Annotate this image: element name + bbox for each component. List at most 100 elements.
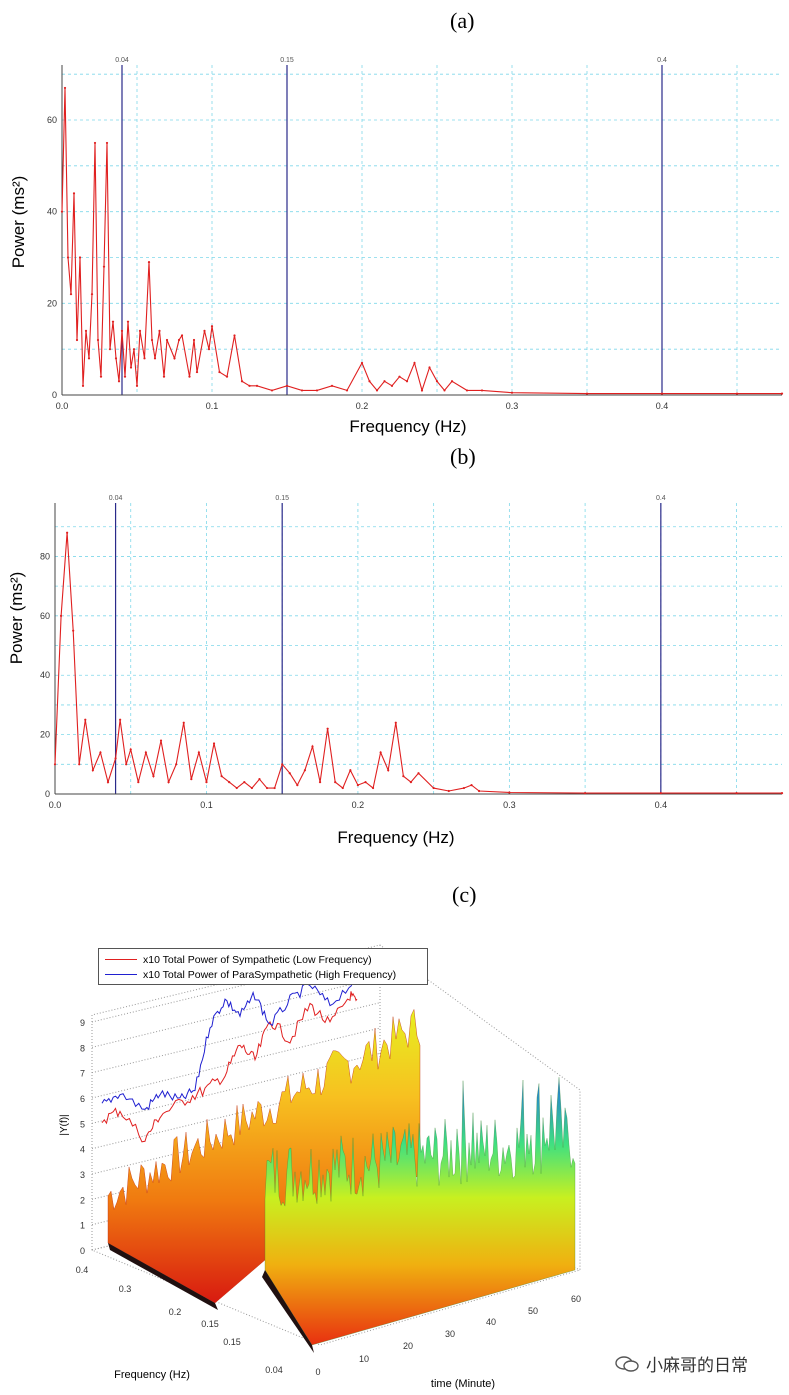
data-point (432, 786, 435, 790)
data-point (207, 348, 211, 351)
data-point (447, 789, 450, 793)
data-point (180, 334, 184, 337)
y-tick-label: 20 (47, 298, 57, 308)
data-point (96, 338, 100, 342)
data-point (75, 338, 79, 342)
freq-tick-label: 0.3 (119, 1284, 132, 1294)
data-point (66, 256, 70, 259)
data-point (273, 786, 276, 790)
data-point (383, 380, 386, 383)
data-point (326, 727, 329, 730)
data-point (59, 614, 63, 617)
power-series-line (54, 532, 782, 794)
data-point (138, 329, 142, 332)
data-point (443, 389, 446, 392)
data-point (450, 380, 454, 383)
data-point (349, 769, 352, 772)
data-point (398, 375, 401, 378)
data-point (480, 389, 484, 392)
data-point (106, 781, 110, 784)
data-point (477, 789, 481, 793)
data-point (780, 792, 784, 795)
data-point (210, 325, 214, 328)
data-point (99, 751, 102, 754)
data-point (159, 739, 163, 742)
data-point (225, 375, 229, 378)
time-tick-label: 0 (315, 1367, 320, 1377)
data-point (72, 629, 75, 632)
data-point (296, 783, 299, 787)
z-grid-line (91, 976, 381, 1048)
data-point (84, 329, 88, 332)
band-label: 0.04 (109, 495, 123, 502)
data-point (243, 781, 246, 784)
data-point (173, 357, 176, 360)
x-tick-label: 0.4 (655, 800, 668, 810)
watermark: 小麻哥的日常 (614, 1351, 748, 1376)
panel-c-label: (c) (452, 882, 477, 907)
data-point (125, 763, 128, 766)
data-point (105, 141, 109, 145)
data-point (233, 334, 236, 337)
z-tick-label: 4 (80, 1145, 85, 1155)
data-point (250, 786, 253, 790)
data-point (402, 775, 405, 778)
data-point (143, 357, 146, 360)
legend-label-sympathetic: x10 Total Power of Sympathetic (Low Freq… (143, 953, 372, 966)
data-point (288, 772, 291, 775)
data-point (345, 389, 349, 392)
time-tick-label: 20 (403, 1341, 413, 1351)
data-point (420, 389, 424, 392)
data-point (255, 384, 259, 387)
time-tick-label: 40 (486, 1317, 496, 1327)
data-point (228, 781, 231, 784)
y-tick-label: 40 (47, 207, 57, 217)
data-point (379, 751, 382, 754)
data-point (123, 375, 127, 378)
data-point (84, 718, 87, 721)
legend-label-parasympathetic: x10 Total Power of ParaSympathetic (High… (143, 968, 397, 981)
data-point (285, 384, 289, 387)
band-label: 0.15 (275, 495, 289, 502)
chart-b-ylabel: Power (ms²) (7, 572, 26, 665)
y-tick-label: 80 (40, 551, 50, 561)
band-label: 0.4 (656, 495, 666, 502)
x-tick-label: 0.0 (56, 401, 69, 411)
hf-surface-base (262, 1270, 314, 1353)
legend-item-parasympathetic: x10 Total Power of ParaSympathetic (High… (105, 967, 421, 982)
z-tick-label: 0 (80, 1246, 85, 1256)
y-tick-label: 0 (45, 789, 50, 799)
data-point (240, 380, 244, 383)
data-point (119, 718, 122, 721)
data-point (470, 783, 473, 787)
chart-a-xlabel: Frequency (Hz) (349, 417, 466, 436)
lf-surface-shape (107, 1008, 421, 1304)
time-tick-label: 50 (528, 1306, 538, 1316)
data-point (99, 375, 103, 378)
data-point (356, 783, 360, 787)
hf-surface-shape (264, 1077, 576, 1346)
data-point (102, 265, 106, 268)
data-point (81, 384, 85, 387)
y-tick-label: 60 (47, 115, 57, 125)
z-tick-label: 2 (80, 1195, 85, 1205)
z-grid-line (91, 1027, 381, 1099)
chart-b: 0.04 0.15 0.4 0.0 0.1 0.2 0.3 0.4 0 20 40 60 80 Pow… (7, 495, 784, 847)
data-point (368, 380, 371, 383)
data-point (584, 792, 587, 795)
chart-c-zlabel: |Y(f)| (59, 1114, 70, 1135)
chart-c-hf-surface (262, 1077, 576, 1353)
legend-item-sympathetic: x10 Total Power of Sympathetic (Low Freq… (105, 952, 421, 967)
data-point (114, 357, 118, 360)
data-point (435, 380, 439, 383)
x-tick-label: 0.1 (206, 401, 219, 411)
data-point (78, 256, 82, 259)
data-point (218, 370, 221, 374)
data-point (182, 721, 185, 724)
z-tick-label: 6 (80, 1094, 85, 1104)
data-point (300, 389, 304, 392)
chart-b-xlabel: Frequency (Hz) (337, 828, 454, 847)
data-point (311, 745, 314, 748)
watermark-text: 小麻哥的日常 (646, 1356, 748, 1375)
data-point (265, 786, 269, 790)
